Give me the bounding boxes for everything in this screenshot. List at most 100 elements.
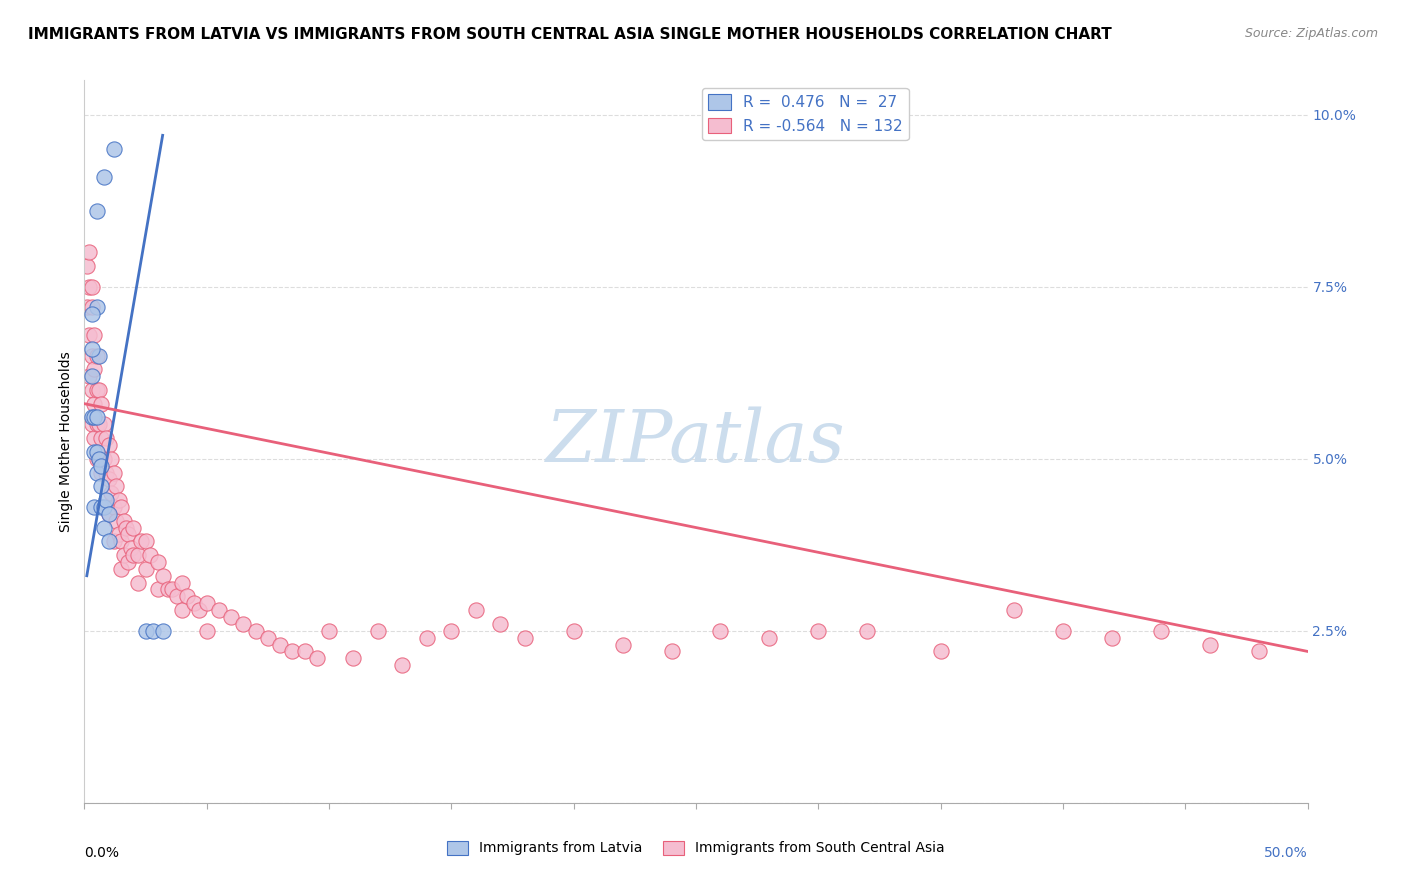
Point bbox=[112, 514, 135, 528]
Point bbox=[86, 383, 108, 397]
Point bbox=[77, 245, 100, 260]
Text: 50.0%: 50.0% bbox=[1264, 847, 1308, 860]
Point bbox=[83, 445, 105, 459]
Point bbox=[146, 555, 169, 569]
Point bbox=[90, 466, 112, 480]
Point bbox=[135, 534, 157, 549]
Point bbox=[1198, 638, 1220, 652]
Point bbox=[807, 624, 830, 638]
Point bbox=[83, 397, 105, 411]
Point bbox=[489, 616, 512, 631]
Point bbox=[87, 451, 110, 466]
Point bbox=[86, 445, 108, 459]
Point bbox=[86, 410, 108, 425]
Point bbox=[110, 500, 132, 514]
Point bbox=[83, 500, 105, 514]
Point bbox=[856, 624, 879, 638]
Point bbox=[1150, 624, 1173, 638]
Point bbox=[156, 582, 179, 597]
Point bbox=[97, 507, 120, 521]
Point bbox=[562, 624, 585, 638]
Point bbox=[758, 631, 780, 645]
Point bbox=[100, 486, 122, 500]
Point bbox=[86, 417, 108, 432]
Point bbox=[146, 582, 169, 597]
Legend: Immigrants from Latvia, Immigrants from South Central Asia: Immigrants from Latvia, Immigrants from … bbox=[441, 835, 950, 861]
Point bbox=[1052, 624, 1074, 638]
Point bbox=[115, 520, 138, 534]
Point bbox=[80, 307, 103, 321]
Point bbox=[391, 658, 413, 673]
Point bbox=[257, 631, 280, 645]
Point bbox=[96, 493, 118, 508]
Point bbox=[183, 596, 205, 610]
Point bbox=[90, 397, 112, 411]
Point bbox=[97, 438, 120, 452]
Point bbox=[80, 369, 103, 384]
Point bbox=[1002, 603, 1025, 617]
Point bbox=[76, 301, 98, 315]
Point bbox=[86, 451, 108, 466]
Point bbox=[80, 417, 103, 432]
Point bbox=[105, 479, 128, 493]
Point bbox=[172, 603, 194, 617]
Point bbox=[93, 451, 115, 466]
Text: ZIPatlas: ZIPatlas bbox=[546, 406, 846, 477]
Point bbox=[416, 631, 439, 645]
Point bbox=[77, 369, 100, 384]
Point bbox=[97, 507, 120, 521]
Point bbox=[166, 590, 188, 604]
Point bbox=[1101, 631, 1123, 645]
Point bbox=[80, 301, 103, 315]
Point bbox=[245, 624, 267, 638]
Point bbox=[90, 458, 112, 473]
Point bbox=[612, 638, 634, 652]
Point bbox=[86, 466, 108, 480]
Point bbox=[80, 279, 103, 293]
Point bbox=[83, 431, 105, 445]
Point bbox=[77, 279, 100, 293]
Point bbox=[139, 548, 162, 562]
Point bbox=[83, 362, 105, 376]
Point bbox=[76, 259, 98, 273]
Text: 0.0%: 0.0% bbox=[84, 847, 120, 860]
Point bbox=[176, 590, 198, 604]
Point bbox=[152, 568, 174, 582]
Point bbox=[86, 301, 108, 315]
Point bbox=[100, 451, 122, 466]
Point bbox=[117, 527, 139, 541]
Point bbox=[269, 638, 291, 652]
Point bbox=[87, 417, 110, 432]
Point bbox=[103, 534, 125, 549]
Point bbox=[77, 327, 100, 342]
Point bbox=[93, 500, 115, 514]
Point bbox=[342, 651, 364, 665]
Point bbox=[90, 431, 112, 445]
Point bbox=[97, 534, 120, 549]
Point bbox=[1247, 644, 1270, 658]
Point bbox=[80, 383, 103, 397]
Point bbox=[80, 342, 103, 356]
Point bbox=[513, 631, 536, 645]
Point bbox=[90, 479, 112, 493]
Point bbox=[135, 624, 157, 638]
Point bbox=[87, 383, 110, 397]
Point bbox=[87, 451, 110, 466]
Point bbox=[93, 417, 115, 432]
Point bbox=[112, 548, 135, 562]
Point bbox=[318, 624, 340, 638]
Point bbox=[127, 548, 149, 562]
Point bbox=[103, 466, 125, 480]
Point bbox=[122, 520, 145, 534]
Point bbox=[929, 644, 952, 658]
Point bbox=[127, 575, 149, 590]
Point bbox=[195, 624, 218, 638]
Point bbox=[162, 582, 184, 597]
Point bbox=[80, 349, 103, 363]
Point bbox=[93, 169, 115, 184]
Point bbox=[172, 575, 194, 590]
Point bbox=[367, 624, 389, 638]
Point bbox=[80, 410, 103, 425]
Point bbox=[110, 562, 132, 576]
Text: IMMIGRANTS FROM LATVIA VS IMMIGRANTS FROM SOUTH CENTRAL ASIA SINGLE MOTHER HOUSE: IMMIGRANTS FROM LATVIA VS IMMIGRANTS FRO… bbox=[28, 27, 1112, 42]
